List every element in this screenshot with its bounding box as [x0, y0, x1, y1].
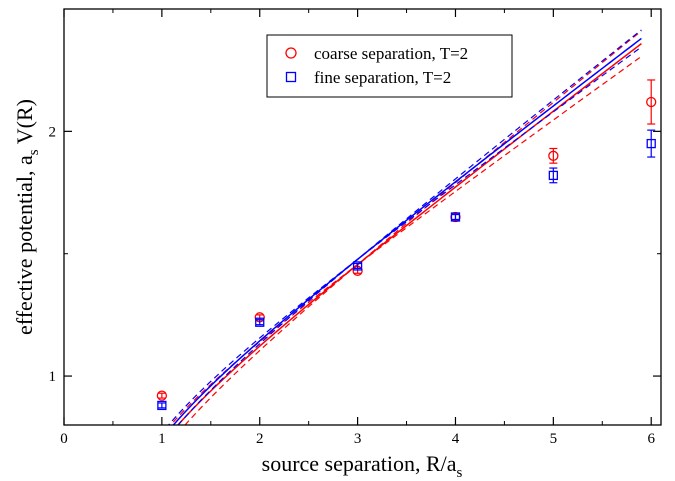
x-tick-label: 4 — [452, 431, 460, 447]
data-point-square — [157, 400, 167, 411]
data-point-circle — [646, 96, 657, 108]
x-tick-label: 3 — [354, 431, 362, 447]
data-point-circle — [156, 390, 168, 401]
series-1 — [157, 129, 656, 411]
x-axis-ticks: 0 1 2 3 4 5 6 — [60, 9, 655, 447]
y-axis-title: effective potential, as V(R) — [12, 99, 42, 335]
y-axis-title-tail: V(R) — [12, 99, 37, 149]
fit-band-1 — [167, 29, 642, 425]
legend: coarse separation, T=2 fine separation, … — [266, 34, 513, 98]
x-tick-label: 0 — [60, 431, 68, 447]
x-tick-label: 5 — [550, 431, 558, 447]
data-point-square — [255, 317, 265, 327]
data-point-circle — [548, 150, 559, 161]
fit-line-1 — [172, 37, 642, 425]
x-axis-title-main: source separation, R/a — [262, 451, 457, 476]
data-point-square — [646, 138, 656, 149]
legend-marker-fine — [285, 71, 297, 83]
legend-box — [266, 34, 513, 98]
data-point-square — [548, 170, 558, 181]
x-tick-label: 6 — [647, 431, 655, 447]
y-axis-title-main: effective potential, a — [12, 155, 37, 335]
y-tick-label: 2 — [49, 124, 57, 140]
data-point-square — [450, 212, 461, 222]
data-series — [156, 79, 657, 411]
y-tick-label: 1 — [49, 369, 57, 385]
x-axis-title-subscript: s — [457, 465, 463, 481]
y-axis-title-subscript: s — [26, 149, 42, 155]
y-axis-ticks: 12 — [49, 8, 661, 385]
fit-band-1 — [177, 46, 642, 425]
data-point-square — [352, 261, 363, 271]
fit-curves — [167, 29, 642, 425]
legend-label-fine: fine separation, T=2 — [314, 68, 451, 87]
fit-line-0 — [176, 43, 642, 425]
x-tick-label: 2 — [256, 431, 264, 447]
fit-band-0 — [184, 55, 642, 425]
legend-label-coarse: coarse separation, T=2 — [314, 44, 468, 63]
x-axis-title: source separation, R/as — [262, 451, 463, 481]
legend-marker-coarse — [285, 47, 297, 59]
plot-frame — [63, 8, 662, 426]
x-tick-label: 1 — [158, 431, 166, 447]
